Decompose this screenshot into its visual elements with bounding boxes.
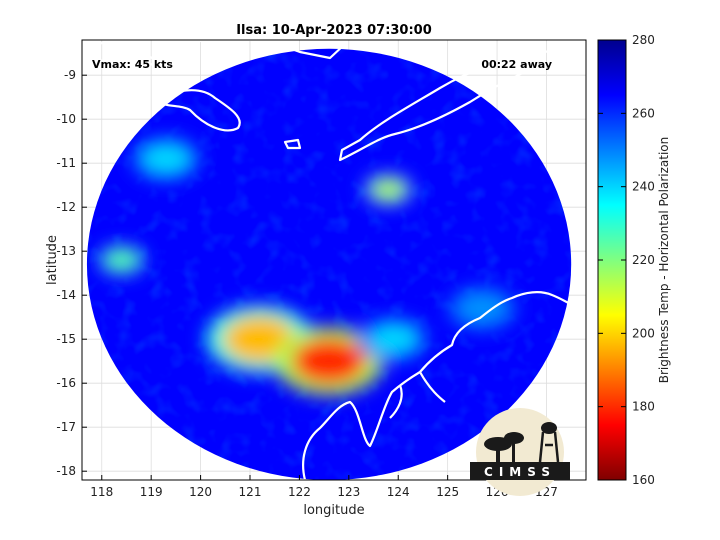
coastline-australia xyxy=(302,291,586,480)
y-tick-label: -12 xyxy=(56,200,76,214)
brightness-swath xyxy=(86,48,572,480)
colorbar-label: Brightness Temp - Horizontal Polarizatio… xyxy=(657,137,671,384)
vmax-annotation: Vmax: 45 kts xyxy=(92,58,173,71)
colorbar-tick-label: 220 xyxy=(632,253,655,267)
x-tick-label: 118 xyxy=(90,485,113,499)
swath-feature xyxy=(370,178,406,201)
y-tick-label: -9 xyxy=(64,68,76,82)
chart-title: Ilsa: 10-Apr-2023 07:30:00 xyxy=(236,23,432,38)
time-away-annotation: 00:22 away xyxy=(481,58,552,71)
colorbar-tick-label: 260 xyxy=(632,106,655,120)
y-axis-label: latitude xyxy=(45,235,60,285)
swath-feature xyxy=(103,248,140,272)
colorbar-ticks: 160 180 200 220 240 260 280 xyxy=(598,33,655,487)
x-tick-label: 125 xyxy=(436,485,459,499)
y-tick-label: -14 xyxy=(56,288,76,302)
swath-feature xyxy=(141,143,191,175)
swath-feature xyxy=(369,323,418,355)
y-axis-ticks: -9 -10 -11 -12 -13 -14 -15 -16 -17 -18 xyxy=(56,68,87,478)
cimss-logo-text: CIMSS xyxy=(484,465,556,479)
x-tick-label: 123 xyxy=(337,485,360,499)
swath-feature xyxy=(458,293,507,324)
y-tick-label: -11 xyxy=(56,156,76,170)
y-tick-label: -15 xyxy=(56,332,76,346)
x-tick-label: 122 xyxy=(288,485,311,499)
colorbar-tick-label: 280 xyxy=(632,33,655,47)
swath-feature xyxy=(291,337,367,386)
colorbar: 160 180 200 220 240 260 280 Brightness Temp - … xyxy=(597,33,671,487)
coastline-timor xyxy=(194,40,347,60)
x-axis-label: longitude xyxy=(303,503,364,518)
y-tick-label: -17 xyxy=(56,420,76,434)
y-tick-label: -18 xyxy=(56,464,76,478)
cimss-logo: CIMSS xyxy=(470,408,570,496)
swath-texture xyxy=(86,48,572,480)
coastline-timor-east xyxy=(82,40,162,72)
colorbar-tick-label: 240 xyxy=(632,180,655,194)
colorbar-tick-label: 180 xyxy=(632,400,655,414)
colorbar-tick-label: 160 xyxy=(632,473,655,487)
x-tick-label: 119 xyxy=(140,485,163,499)
y-tick-label: -10 xyxy=(56,112,76,126)
plot-frame xyxy=(81,39,587,481)
x-tick-label: 121 xyxy=(239,485,262,499)
y-tick-label: -13 xyxy=(56,244,76,258)
x-tick-label: 120 xyxy=(189,485,212,499)
y-tick-label: -16 xyxy=(56,376,76,390)
colorbar-tick-label: 200 xyxy=(632,326,655,340)
coastline-island-northeast xyxy=(338,48,558,162)
coastline-island-north xyxy=(153,89,241,132)
coastline-islet xyxy=(283,138,302,150)
coastline xyxy=(82,40,586,480)
x-tick-label: 124 xyxy=(387,485,410,499)
